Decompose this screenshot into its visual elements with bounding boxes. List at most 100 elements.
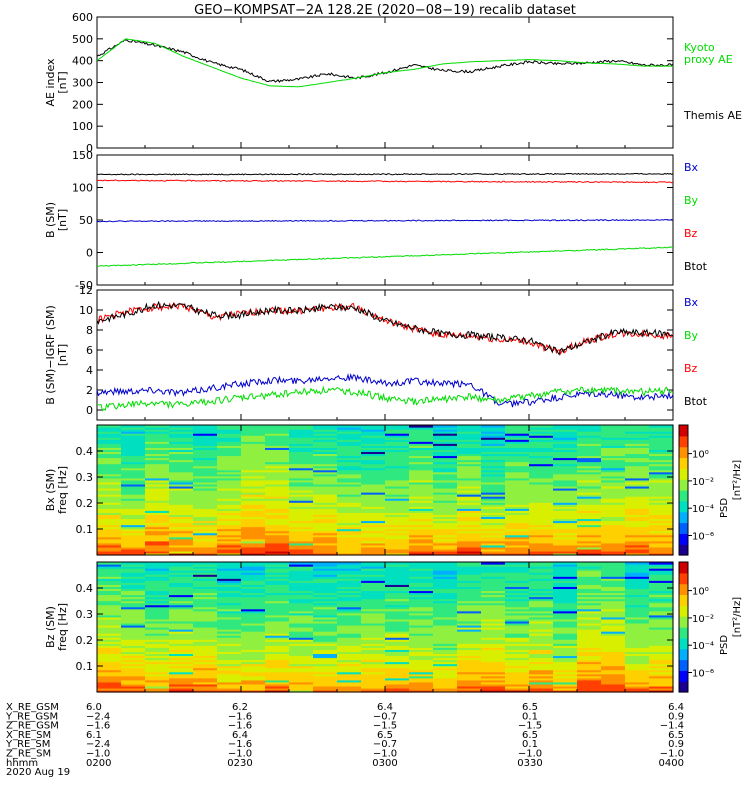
colorbar-cell [679, 592, 688, 596]
spectrogram-cell [121, 500, 146, 503]
spectrogram-cell [529, 498, 554, 501]
spectrogram-cell [289, 683, 314, 687]
spectrogram-cell [577, 671, 602, 675]
spectrogram-cell [217, 649, 242, 652]
spectrogram-cell [409, 475, 434, 479]
spectrogram-cell [409, 530, 434, 534]
colorbar-cell [679, 568, 688, 572]
spectrogram-cell [193, 433, 218, 436]
spectrogram-cell [121, 667, 146, 671]
spectrogram-cell [361, 494, 386, 497]
spectrogram-cell [265, 526, 290, 530]
spectrogram-cell [265, 447, 290, 450]
spectrogram-cell [169, 465, 194, 469]
spectrogram-cell [409, 627, 434, 630]
spectrogram-cell [409, 641, 434, 644]
spectrogram-cell [457, 536, 482, 540]
spectrogram-cell [385, 483, 410, 487]
spectrogram-cell [457, 449, 482, 453]
spectrogram-cell [289, 546, 314, 550]
spectrogram-cell [97, 451, 122, 455]
spectrogram-cell [193, 671, 218, 675]
spectrogram-cell [433, 437, 458, 440]
spectrogram-cell [577, 500, 602, 503]
spectrogram-cell [649, 431, 674, 434]
spectrogram-cell [481, 590, 506, 594]
spectrogram-cell [169, 669, 194, 673]
spectrogram-cell [601, 620, 626, 624]
spectrogram-cell [625, 681, 650, 685]
spectrogram-cell [505, 624, 530, 628]
spectrogram-cell [553, 631, 578, 634]
spectrogram-cell [577, 538, 602, 542]
spectrogram-cell [217, 602, 242, 606]
spectrogram-cell [625, 514, 650, 518]
spectrogram-cell [121, 614, 146, 618]
spectrogram-cell [385, 671, 410, 675]
spectrogram-cell [601, 677, 626, 681]
spectrogram-cell [97, 612, 122, 616]
spectrogram-cell [409, 610, 434, 614]
spectrogram-cell [649, 651, 674, 655]
spectrogram-cell [361, 675, 386, 679]
spectrogram-cell [409, 512, 434, 515]
spectrogram-cell [145, 427, 170, 430]
spectrogram-cell [529, 580, 554, 583]
spectrogram-cell [121, 469, 146, 473]
spectrogram-cell [433, 649, 458, 652]
spectrogram-cell [217, 471, 242, 475]
colorbar-tick-label: 10⁻⁴ [692, 504, 714, 515]
spectrogram-cell [385, 651, 410, 655]
spectrogram-cell [505, 508, 530, 511]
spectrogram-cell [97, 641, 122, 644]
spectrogram-cell [505, 568, 530, 571]
spectrogram-cell [337, 568, 362, 571]
spectrogram-cell [241, 568, 266, 571]
spectrogram-cell [169, 673, 194, 677]
spectrogram-cell [313, 492, 338, 495]
spectrogram-cell [361, 548, 386, 552]
spectrogram-cell [601, 580, 626, 583]
spectrogram-cell [433, 471, 458, 475]
spectrogram-cell [265, 441, 290, 444]
spectrogram-cell [433, 506, 458, 509]
spectrogram-cell [337, 635, 362, 638]
spectrogram-cell [217, 550, 242, 554]
spectrogram-cell [289, 687, 314, 691]
spectrogram-cell [289, 429, 314, 432]
spectrogram-cell [97, 538, 122, 542]
spectrogram-cell [337, 681, 362, 685]
spectrogram-cell [241, 620, 266, 624]
spectrogram-cell [409, 570, 434, 573]
spectrogram-cell [313, 447, 338, 450]
spectrogram-cell [433, 653, 458, 657]
spectrogram-cell [145, 663, 170, 667]
spectrogram-cell [601, 528, 626, 532]
spectrogram-cell [505, 596, 530, 600]
spectrogram-cell [553, 514, 578, 518]
spectrogram-cell [217, 534, 242, 538]
spectrogram-cell [529, 608, 554, 612]
spectrogram-cell [529, 582, 554, 585]
spectrogram-cell [409, 455, 434, 459]
spectrogram-cell [505, 487, 530, 491]
spectrogram-cell [433, 516, 458, 520]
spectrogram-cell [337, 463, 362, 467]
ephemeris-value: 6.5 [522, 702, 538, 713]
spectrogram-cell [481, 481, 506, 485]
spectrogram-cell [361, 546, 386, 550]
spectrogram-cell [457, 457, 482, 461]
spectrogram-cell [433, 552, 458, 556]
spectrogram-cell [217, 631, 242, 634]
colorbar-cell [679, 583, 688, 587]
spectrogram-cell [169, 618, 194, 622]
spectrogram-cell [649, 534, 674, 538]
spectrogram-cell [97, 465, 122, 469]
y-tick-label: 300 [72, 77, 93, 90]
spectrogram-cell [529, 481, 554, 485]
spectrogram-cell [409, 624, 434, 628]
spectrogram-cell [385, 463, 410, 467]
spectrogram-cell [577, 622, 602, 626]
spectrogram-cell [385, 608, 410, 612]
